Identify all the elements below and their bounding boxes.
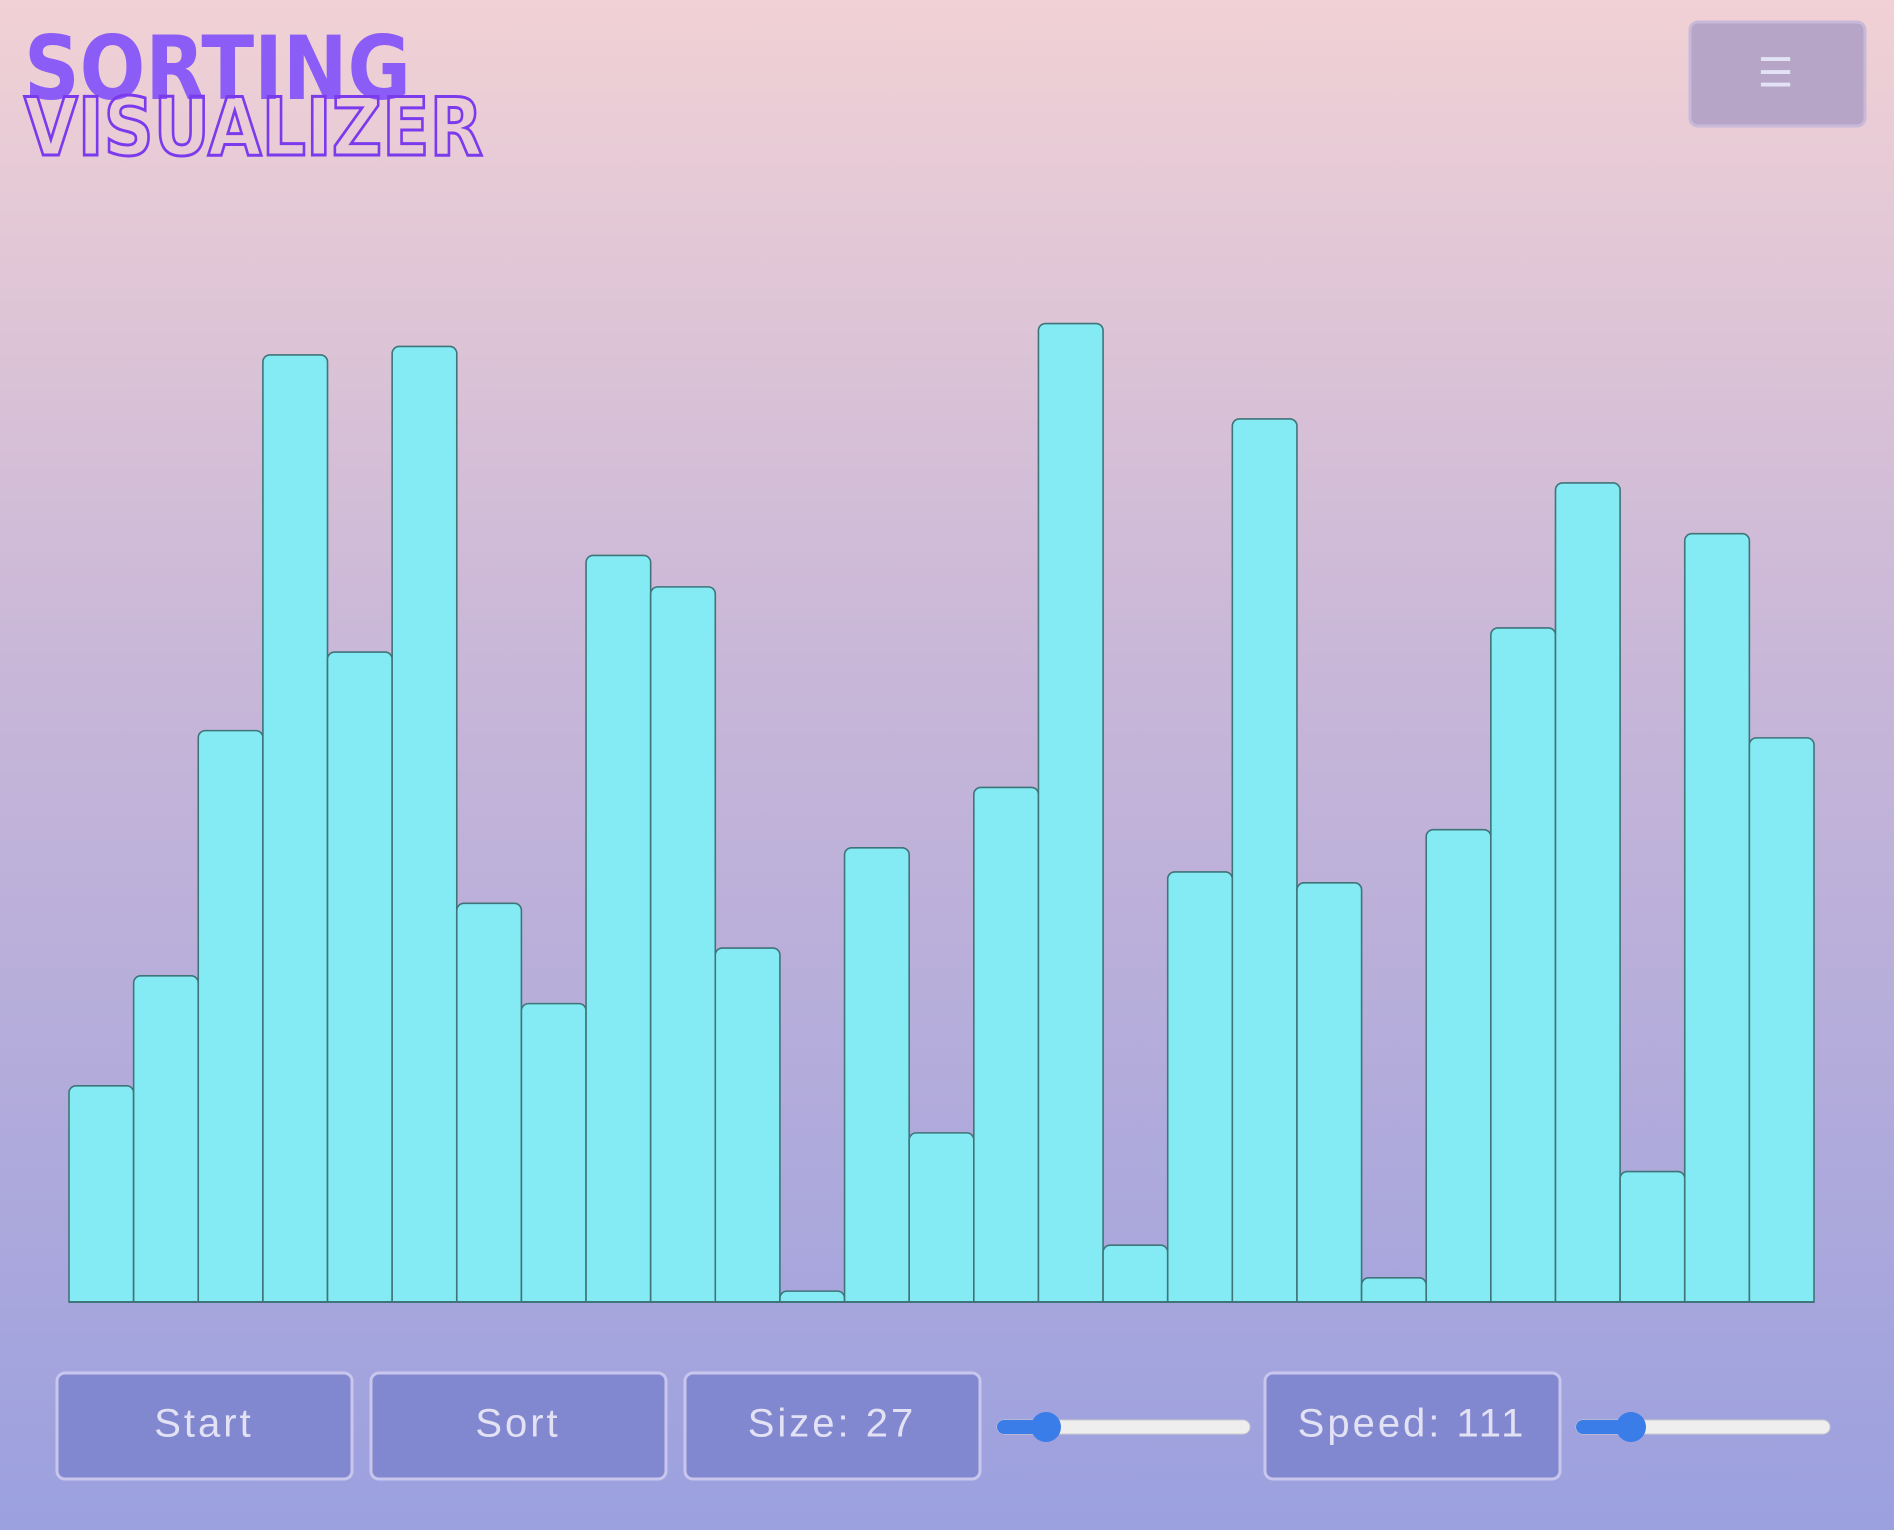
start-label[interactable]: Start: [154, 1402, 253, 1446]
start-box[interactable]: [55, 1371, 354, 1481]
bar: [843, 846, 910, 1309]
bar: [197, 729, 264, 1309]
bar: [262, 354, 329, 1309]
bar: [908, 1132, 975, 1309]
menu-button[interactable]: ☰: [1688, 20, 1867, 128]
sort-box[interactable]: [369, 1371, 668, 1481]
bar-foot: [67, 1303, 1816, 1311]
title-line1: SORTING: [24, 17, 411, 120]
start-button[interactable]: Start: [55, 1371, 354, 1481]
bar: [391, 345, 458, 1309]
bar: [1748, 737, 1815, 1309]
speed-label: Speed: 111: [1298, 1402, 1527, 1446]
slider-thumb[interactable]: [1616, 1412, 1646, 1442]
bar: [68, 1084, 135, 1309]
bar: [714, 947, 781, 1309]
size-slider[interactable]: [996, 1412, 1251, 1442]
menu-box[interactable]: [1688, 20, 1867, 128]
sort-button[interactable]: Sort: [369, 1371, 668, 1481]
sort-label[interactable]: Sort: [475, 1402, 560, 1446]
size-box: Size: 27: [683, 1371, 982, 1481]
bar: [649, 586, 717, 1309]
size-rect: [683, 1371, 982, 1481]
bar: [973, 786, 1040, 1309]
bar: [1554, 482, 1621, 1309]
bar: [520, 1002, 587, 1309]
menu-icon[interactable]: ☰: [1758, 52, 1797, 96]
bar: [455, 902, 523, 1309]
speed-rect: [1263, 1371, 1562, 1481]
bar: [1102, 1244, 1169, 1309]
bar: [1296, 882, 1363, 1309]
bar: [326, 651, 393, 1309]
bar: [132, 975, 200, 1309]
title-line2: VISUALIZER: [24, 81, 483, 174]
slider-thumb[interactable]: [1031, 1412, 1061, 1442]
bar: [1166, 871, 1234, 1309]
speed-box: Speed: 111: [1263, 1371, 1562, 1481]
bar: [1683, 532, 1751, 1309]
size-label: Size: 27: [748, 1402, 917, 1446]
bars: [67, 322, 1816, 1311]
bar: [1490, 627, 1557, 1309]
bar: [1619, 1170, 1686, 1309]
bar: [1037, 322, 1104, 1309]
bar: [1425, 828, 1492, 1309]
speed-slider[interactable]: [1575, 1412, 1831, 1442]
bar: [585, 554, 652, 1309]
bar: [1231, 418, 1298, 1309]
